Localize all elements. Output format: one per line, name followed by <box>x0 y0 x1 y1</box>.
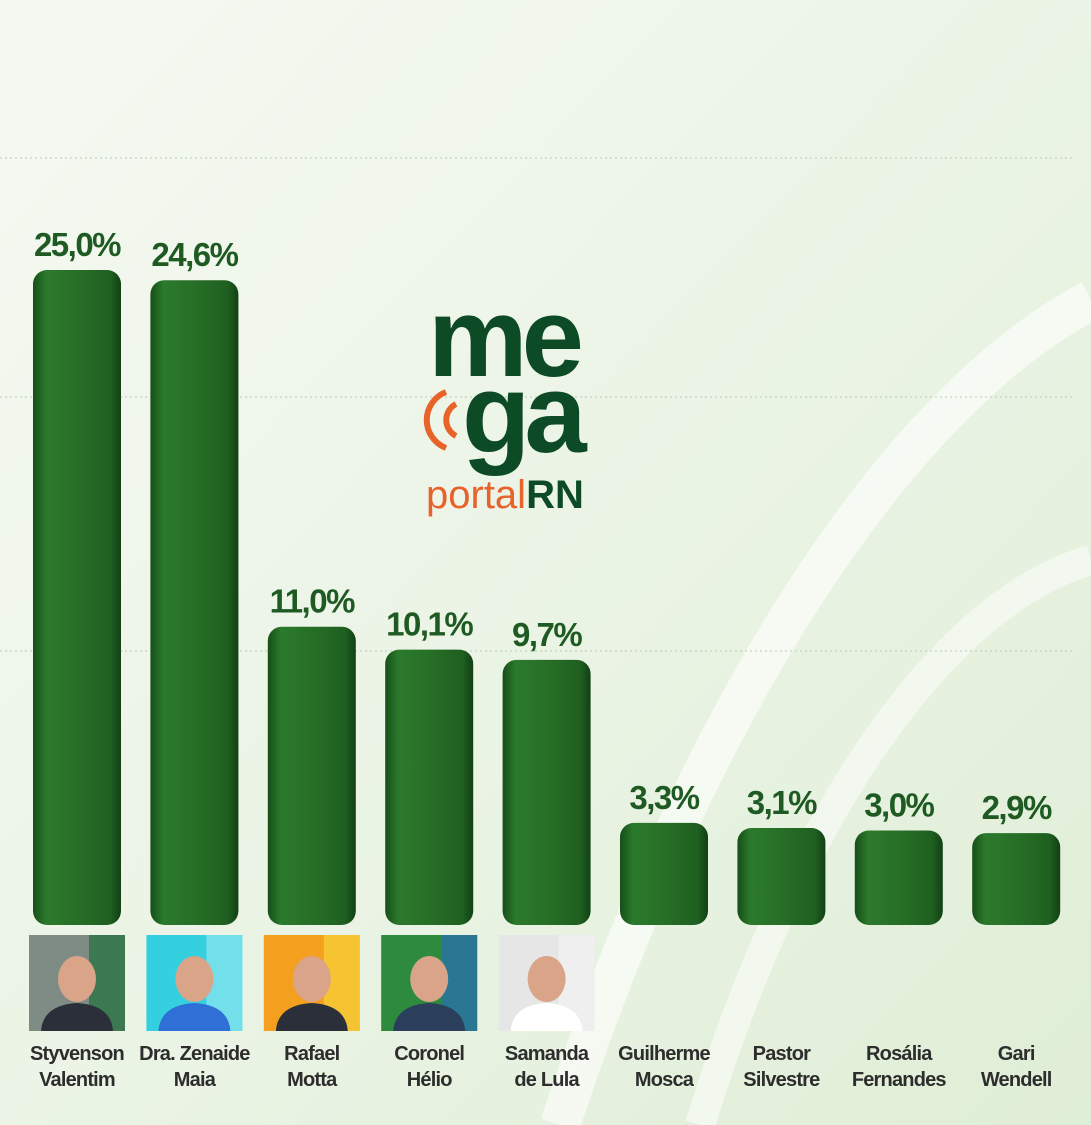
x-tick-label: Guilherme <box>618 1043 710 1065</box>
photo-body <box>393 1003 466 1031</box>
photo-head <box>527 956 566 1002</box>
photo-body <box>41 1003 113 1031</box>
bar <box>502 659 591 925</box>
bar <box>267 626 356 925</box>
photo <box>498 935 595 1031</box>
photo <box>263 935 360 1031</box>
x-tick-label: Pastor <box>753 1043 811 1065</box>
value-label: 25,0% <box>34 226 121 263</box>
logo-text: portalRN <box>426 473 584 517</box>
photo-head <box>410 956 449 1002</box>
logo-text: ga <box>462 351 587 476</box>
x-tick-label: Hélio <box>407 1069 452 1091</box>
value-label: 3,0% <box>864 787 934 824</box>
logo-portal: portal <box>426 473 526 517</box>
photo-head <box>175 956 214 1002</box>
value-label: 9,7% <box>512 616 582 653</box>
logo-arc <box>443 401 458 439</box>
decor-wave <box>541 282 1091 1125</box>
logo: me ga portalRN <box>423 275 593 517</box>
bar <box>620 822 708 925</box>
x-tick-label: Styvenson <box>30 1043 124 1065</box>
value-label: 11,0% <box>270 583 355 620</box>
x-tick-label: Wendell <box>981 1069 1052 1091</box>
logo-arc <box>423 389 448 451</box>
x-tick-label: Rafael <box>284 1043 339 1065</box>
photo-head <box>292 956 331 1002</box>
x-tick-label: Fernandes <box>852 1069 947 1091</box>
x-tick-label: Silvestre <box>743 1069 820 1091</box>
x-tick-label: Dra. Zenaide <box>139 1043 250 1065</box>
value-label: 10,1% <box>386 606 473 643</box>
decor-wave <box>685 545 1091 1125</box>
bar <box>385 649 474 925</box>
bar <box>854 830 943 925</box>
x-tick-label: Samanda <box>505 1043 590 1065</box>
photo <box>381 935 478 1031</box>
photo-body <box>275 1003 348 1031</box>
x-tick-label: Rosália <box>866 1043 933 1065</box>
photo-head <box>58 956 96 1002</box>
photo-body <box>158 1003 231 1031</box>
bar <box>150 280 239 925</box>
logo-rn: RN <box>526 473 584 517</box>
photo-body <box>510 1003 583 1031</box>
x-tick-label: Mosca <box>635 1069 695 1091</box>
value-label: 2,9% <box>982 789 1052 826</box>
bar <box>33 270 121 925</box>
value-label: 24,6% <box>151 236 238 273</box>
value-label: 3,3% <box>629 779 699 816</box>
x-tick-label: Gari <box>998 1043 1035 1065</box>
photo <box>146 935 243 1031</box>
bar <box>737 828 826 925</box>
x-tick-label: Valentim <box>39 1069 115 1091</box>
value-label: 3,1% <box>747 784 817 821</box>
x-tick-label: Coronel <box>394 1043 464 1065</box>
photo <box>29 935 125 1031</box>
bar <box>972 833 1061 925</box>
logo-text: me <box>428 275 581 400</box>
x-tick-label: Motta <box>287 1069 338 1091</box>
x-tick-label: Maia <box>174 1069 217 1091</box>
x-tick-label: de Lula <box>514 1069 580 1091</box>
